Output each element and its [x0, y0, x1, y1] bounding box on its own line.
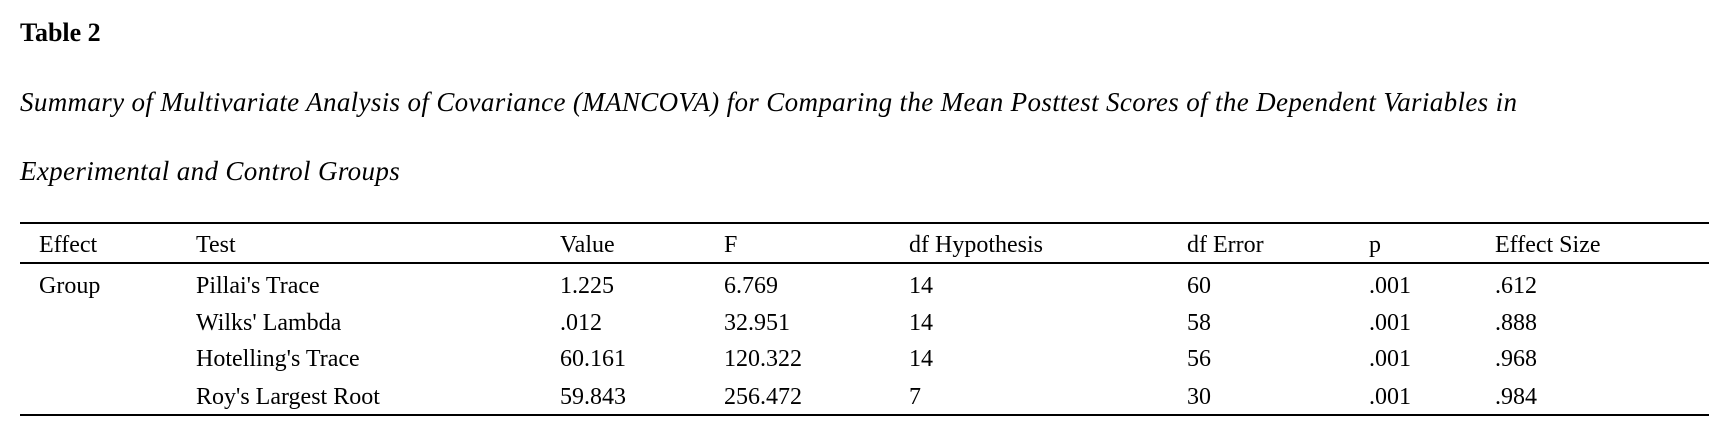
column-header: Test: [196, 232, 236, 258]
caption-line: Experimental and Control Groups: [20, 156, 401, 186]
column-header: df Error: [1187, 232, 1264, 258]
table-cell: 60: [1187, 273, 1211, 299]
table-cell: 256.472: [724, 384, 802, 410]
column-header: Effect Size: [1495, 232, 1601, 258]
table-cell: .001: [1369, 310, 1411, 336]
column-header: p: [1369, 232, 1381, 258]
table-cell: .001: [1369, 384, 1411, 410]
table-cell: .984: [1495, 384, 1537, 410]
table-cell: .012: [560, 310, 602, 336]
table-cell: .888: [1495, 310, 1537, 336]
table-cell: Wilks' Lambda: [196, 310, 342, 336]
caption-line: Summary of Multivariate Analysis of Cova…: [20, 87, 1518, 117]
table-cell: 14: [909, 346, 933, 372]
column-header: F: [724, 232, 738, 258]
table-title: Table 2: [20, 18, 101, 47]
top-rule: [20, 222, 1709, 224]
table-cell: .001: [1369, 273, 1411, 299]
table-cell: 60.161: [560, 346, 626, 372]
table-cell: .968: [1495, 346, 1537, 372]
table-cell: 120.322: [724, 346, 802, 372]
table-cell: 59.843: [560, 384, 626, 410]
table-cell: Roy's Largest Root: [196, 384, 380, 410]
table-cell: 58: [1187, 310, 1211, 336]
column-header: Value: [560, 232, 615, 258]
table-cell: 30: [1187, 384, 1211, 410]
table-cell: .001: [1369, 346, 1411, 372]
table-cell: Hotelling's Trace: [196, 346, 360, 372]
table-cell: .612: [1495, 273, 1537, 299]
table-cell: 6.769: [724, 273, 778, 299]
bottom-rule: [20, 414, 1709, 416]
column-header: Effect: [39, 232, 98, 258]
table-cell: 1.225: [560, 273, 614, 299]
table-cell: 32.951: [724, 310, 790, 336]
effect-cell: Group: [39, 273, 101, 299]
header-rule: [20, 262, 1709, 264]
table-cell: 56: [1187, 346, 1211, 372]
column-header: df Hypothesis: [909, 232, 1043, 258]
table-cell: Pillai's Trace: [196, 273, 320, 299]
table-cell: 7: [909, 384, 921, 410]
table-cell: 14: [909, 273, 933, 299]
table-cell: 14: [909, 310, 933, 336]
